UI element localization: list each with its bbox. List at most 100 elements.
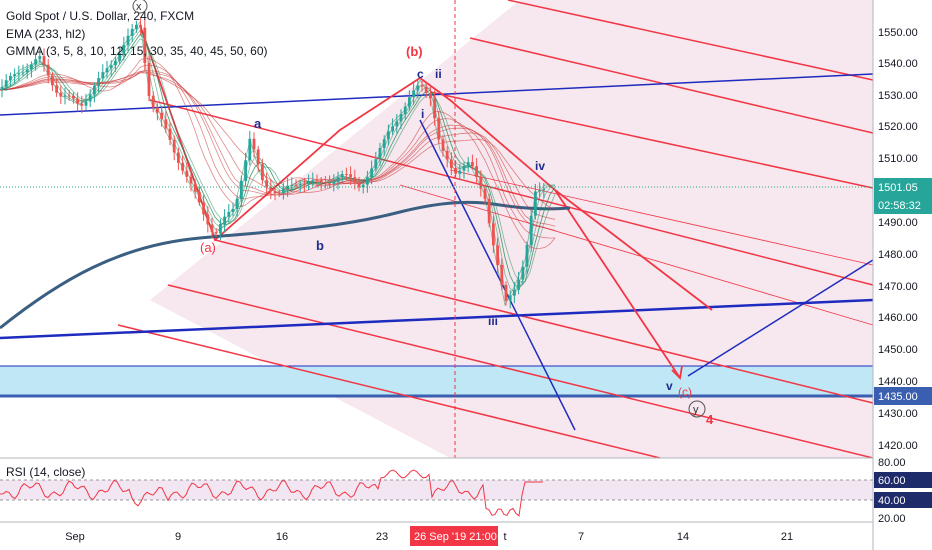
candle-body <box>437 118 441 140</box>
price-tick-label: 1550.00 <box>878 27 918 39</box>
blue-trend-lines <box>0 73 873 431</box>
candles <box>0 17 546 309</box>
candle-body <box>412 90 415 98</box>
red-channel-lines <box>117 0 873 458</box>
candle-body <box>479 176 483 189</box>
candle-body <box>244 160 247 181</box>
candle-body <box>521 266 525 280</box>
candle-body <box>424 86 428 93</box>
candle-body <box>63 95 67 97</box>
candle-body <box>273 191 277 194</box>
candle-body <box>420 85 424 87</box>
candle-body <box>4 80 8 87</box>
support-zone <box>0 366 873 396</box>
candle-body <box>181 162 184 171</box>
key-level-label: 1435.00 <box>878 391 918 403</box>
candle-body <box>80 103 84 106</box>
candle-body <box>126 35 130 45</box>
wave-label-x: x <box>136 1 142 13</box>
countdown-badge <box>874 196 932 214</box>
rsi-line <box>0 469 543 517</box>
candle-body <box>508 295 512 301</box>
time-tick-label: 9 <box>175 531 181 543</box>
wave-label-a-paren: (a) <box>200 240 216 255</box>
countdown-label: 02:58:32 <box>878 200 921 212</box>
price-tick-label: 1530.00 <box>878 90 918 102</box>
candle-body <box>441 139 445 151</box>
time-tick-label: 16 <box>276 531 288 543</box>
price-tick-label: 1470.00 <box>878 281 918 293</box>
candle-body <box>311 180 315 183</box>
candle-body <box>17 73 21 75</box>
candle-body <box>122 44 126 54</box>
candle-body <box>403 106 407 115</box>
candle-body <box>172 139 176 153</box>
candle-body <box>130 28 134 36</box>
candle-body <box>219 223 222 234</box>
candle-body <box>42 56 46 65</box>
candle-body <box>240 180 243 200</box>
candle-body <box>433 98 436 119</box>
candle-body <box>340 174 344 178</box>
candle-body <box>429 92 432 99</box>
candle-body <box>9 75 12 81</box>
time-tick-label: 23 <box>376 531 388 543</box>
price-tick-label: 1430.00 <box>878 408 918 420</box>
candle-body <box>248 138 252 161</box>
time-tick-label: Sep <box>65 531 85 543</box>
candle-body <box>324 182 327 184</box>
candle-body <box>210 224 214 233</box>
wave-label-y: y <box>693 404 699 416</box>
candle-body <box>189 176 193 184</box>
crosshair-time-label: 26 Sep '19 21:00 <box>414 531 497 543</box>
candle-body <box>399 114 403 122</box>
price-tick-label: 1420.00 <box>878 440 918 452</box>
candle-body <box>286 185 289 189</box>
ema-legend: EMA (233, hl2) <box>6 27 85 41</box>
candle-body <box>462 165 466 171</box>
candle-body <box>118 53 121 61</box>
candle-body <box>114 60 117 66</box>
candle-body <box>382 139 386 148</box>
wave-label-c: c <box>417 67 424 81</box>
candle-body <box>193 183 197 192</box>
candle-body <box>294 184 298 186</box>
time-tick-label: 14 <box>677 531 689 543</box>
ema-line <box>0 200 571 330</box>
candle-body <box>30 64 33 70</box>
current-price-label: 1501.05 <box>878 182 918 194</box>
rsi-tick-label: 80.00 <box>878 457 906 469</box>
key-level-badge <box>874 387 932 405</box>
current-price-badge <box>874 178 932 196</box>
candle-body <box>109 65 113 69</box>
candle-body <box>349 174 352 178</box>
candle-body <box>72 95 75 99</box>
candle-body <box>84 101 88 106</box>
time-tick-label: t <box>503 531 506 543</box>
candle-body <box>223 216 226 224</box>
price-tick-label: 1480.00 <box>878 249 918 261</box>
candle-body <box>34 59 37 65</box>
symbol-title: Gold Spot / U.S. Dollar, 240, FXCM <box>6 9 194 23</box>
candle-body <box>105 68 109 73</box>
wave-label-i: i <box>421 107 424 121</box>
candle-body <box>303 183 306 185</box>
wave-label-4: 4 <box>706 412 714 427</box>
candle-body <box>151 95 155 108</box>
candle-body <box>227 212 231 217</box>
candle-body <box>55 85 58 93</box>
wave-label-b: b <box>316 238 324 253</box>
candle-body <box>517 279 520 290</box>
candle-body <box>164 119 168 129</box>
candle-body <box>534 191 537 216</box>
candle-body <box>51 75 54 86</box>
candle-body <box>483 188 487 199</box>
candle-body <box>265 180 268 187</box>
time-axis[interactable]: Sep 9 16 23 t 7 14 21 <box>65 531 793 543</box>
candle-body <box>135 24 138 29</box>
candle-body <box>366 177 369 185</box>
candle-body <box>458 170 462 174</box>
candle-body <box>25 69 29 73</box>
price-tick-label: 1510.00 <box>878 153 918 165</box>
